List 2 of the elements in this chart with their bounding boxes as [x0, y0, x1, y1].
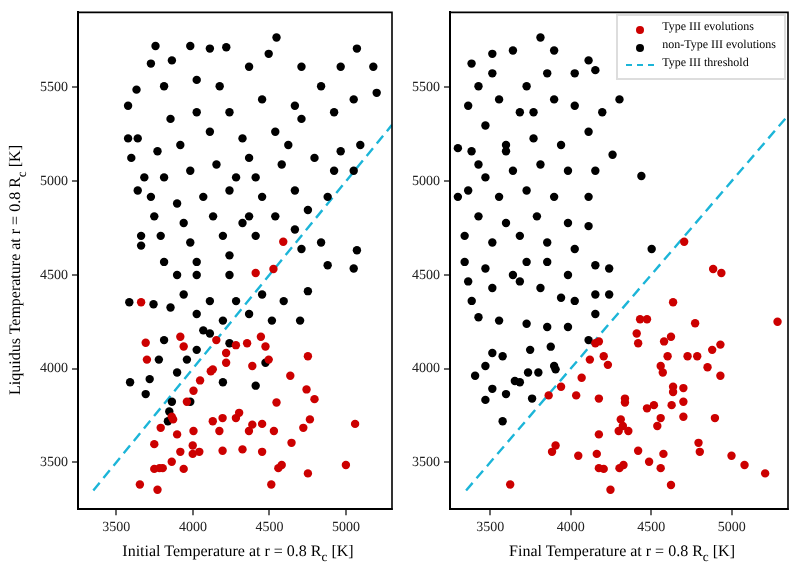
x-axis-title: Final Temperature at r = 0.8 R$_{c}$ [K] — [507, 542, 737, 566]
x-axis-title: Initial Temperature at r = 0.8 R$_{c}$ [K] — [120, 542, 356, 566]
